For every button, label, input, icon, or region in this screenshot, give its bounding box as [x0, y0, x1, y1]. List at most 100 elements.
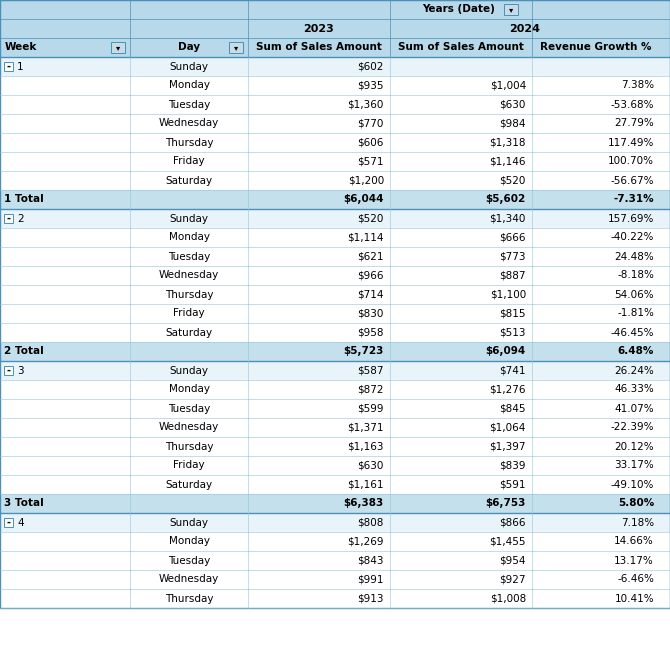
Text: 24.48%: 24.48% [614, 252, 654, 261]
Text: Wednesday: Wednesday [159, 119, 219, 128]
Bar [0, 266, 670, 285]
Text: $630: $630 [358, 461, 384, 470]
Text: $887: $887 [500, 270, 526, 281]
Text: $5,602: $5,602 [486, 195, 526, 204]
Text: 100.70%: 100.70% [608, 157, 654, 166]
Text: 5.80%: 5.80% [618, 499, 654, 508]
Text: Monday: Monday [168, 232, 210, 243]
Text: 157.69%: 157.69% [608, 213, 654, 224]
Text: Sunday: Sunday [170, 213, 208, 224]
Text: Thursday: Thursday [165, 441, 213, 451]
Text: -: - [7, 517, 11, 528]
Bar [0, 76, 670, 95]
Text: -56.67%: -56.67% [610, 175, 654, 186]
Text: $6,044: $6,044 [344, 195, 384, 204]
Text: $520: $520 [358, 213, 384, 224]
Bar [111, 42, 125, 53]
Text: 54.06%: 54.06% [614, 290, 654, 299]
Bar [0, 152, 670, 171]
Bar [0, 0, 670, 19]
Text: -6.46%: -6.46% [617, 575, 654, 584]
Text: ▾: ▾ [509, 5, 513, 14]
Text: $714: $714 [358, 290, 384, 299]
Text: $913: $913 [358, 593, 384, 604]
Text: 13.17%: 13.17% [614, 555, 654, 566]
Text: Friday: Friday [173, 157, 205, 166]
Text: $839: $839 [500, 461, 526, 470]
Bar [0, 418, 670, 437]
Text: $1,008: $1,008 [490, 593, 526, 604]
Text: Day: Day [178, 43, 200, 52]
Bar [0, 475, 670, 494]
Text: Friday: Friday [173, 461, 205, 470]
Text: $843: $843 [358, 555, 384, 566]
Text: Wednesday: Wednesday [159, 422, 219, 433]
Bar [0, 228, 670, 247]
Text: ▾: ▾ [116, 43, 120, 52]
Text: Saturday: Saturday [165, 175, 212, 186]
Text: Sunday: Sunday [170, 366, 208, 375]
Text: Tuesday: Tuesday [168, 99, 210, 110]
Bar [0, 494, 670, 513]
Text: $1,004: $1,004 [490, 81, 526, 90]
Text: 2: 2 [17, 213, 23, 224]
Text: $1,455: $1,455 [490, 537, 526, 546]
Text: Tuesday: Tuesday [168, 555, 210, 566]
Text: $1,269: $1,269 [348, 537, 384, 546]
Bar [0, 532, 670, 551]
Text: $984: $984 [500, 119, 526, 128]
Text: $1,163: $1,163 [348, 441, 384, 451]
Text: -: - [7, 213, 11, 224]
Text: Monday: Monday [168, 384, 210, 395]
Text: $770: $770 [358, 119, 384, 128]
Text: Tuesday: Tuesday [168, 252, 210, 261]
Text: -46.45%: -46.45% [610, 328, 654, 337]
Text: Wednesday: Wednesday [159, 575, 219, 584]
Text: -: - [7, 366, 11, 375]
Text: $571: $571 [358, 157, 384, 166]
Text: $591: $591 [500, 479, 526, 490]
Text: 33.17%: 33.17% [614, 461, 654, 470]
Bar [0, 209, 670, 228]
Bar [0, 456, 670, 475]
Text: $815: $815 [500, 308, 526, 319]
Text: $513: $513 [500, 328, 526, 337]
Text: Years (Date): Years (Date) [423, 5, 495, 14]
Text: $602: $602 [358, 61, 384, 72]
Text: 4: 4 [17, 517, 23, 528]
Text: Tuesday: Tuesday [168, 404, 210, 413]
Text: 6.48%: 6.48% [618, 346, 654, 357]
Bar [0, 171, 670, 190]
Text: 117.49%: 117.49% [608, 137, 654, 148]
Text: -22.39%: -22.39% [610, 422, 654, 433]
Bar [0, 437, 670, 456]
Text: 41.07%: 41.07% [614, 404, 654, 413]
Text: Monday: Monday [168, 537, 210, 546]
Text: $1,146: $1,146 [490, 157, 526, 166]
Text: 7.18%: 7.18% [621, 517, 654, 528]
Text: 10.41%: 10.41% [614, 593, 654, 604]
Text: $587: $587 [358, 366, 384, 375]
Text: ▾: ▾ [234, 43, 238, 52]
Bar [0, 285, 670, 304]
Text: $1,318: $1,318 [490, 137, 526, 148]
Bar [4, 366, 13, 375]
Bar [0, 589, 670, 608]
Text: $1,064: $1,064 [490, 422, 526, 433]
Bar [0, 342, 670, 361]
Text: $966: $966 [358, 270, 384, 281]
Text: $1,340: $1,340 [490, 213, 526, 224]
Text: $1,371: $1,371 [348, 422, 384, 433]
Text: -8.18%: -8.18% [617, 270, 654, 281]
Text: 46.33%: 46.33% [614, 384, 654, 395]
Text: $1,161: $1,161 [348, 479, 384, 490]
Text: 7.38%: 7.38% [621, 81, 654, 90]
Text: -7.31%: -7.31% [613, 195, 654, 204]
Text: Monday: Monday [168, 81, 210, 90]
Bar [0, 133, 670, 152]
Text: -: - [7, 61, 11, 72]
Text: $666: $666 [500, 232, 526, 243]
Text: 26.24%: 26.24% [614, 366, 654, 375]
Bar [0, 57, 670, 76]
Text: 1 Total: 1 Total [4, 195, 44, 204]
